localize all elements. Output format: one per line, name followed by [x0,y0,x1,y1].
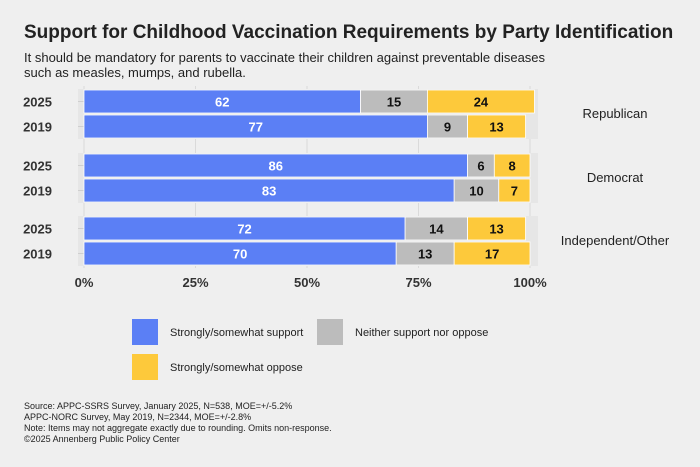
legend-label: Strongly/somewhat support [170,327,303,339]
chart-subtitle-line-2: such as measles, mumps, and rubella. [24,65,246,80]
bar-value-label: 17 [485,247,499,262]
bar-value-label: 13 [489,222,503,237]
bar-value-label: 77 [248,120,262,135]
x-tick-label: 100% [513,275,547,290]
bar-value-label: 8 [509,159,516,174]
row-year-label: 2025 [23,95,52,110]
legend: Strongly/somewhat support Neither support… [132,319,488,380]
bar-value-label: 9 [444,120,451,135]
bar-value-label: 83 [262,184,276,199]
legend-swatch [317,319,343,345]
chart-title: Support for Childhood Vaccination Requir… [24,22,673,43]
group-label: Democrat [587,170,644,185]
x-tick-label: 75% [405,275,431,290]
bar-value-label: 62 [215,95,229,110]
chart-subtitle-line-1: It should be mandatory for parents to va… [24,50,546,65]
bar-segment [467,216,526,241]
row-year-label: 2025 [23,222,52,237]
group-label: Independent/Other [561,233,670,248]
source-line-1: Source: APPC-SSRS Survey, January 2025, … [24,401,292,411]
row-year-label: 2019 [23,120,52,135]
bar-value-label: 70 [233,247,247,262]
bar-value-label: 6 [477,159,484,174]
bar-value-label: 15 [387,95,401,110]
bar-segment [453,241,531,266]
bar-segment [493,153,531,178]
bar-value-label: 7 [511,184,518,199]
bar-value-label: 10 [469,184,483,199]
x-tick-label: 50% [294,275,320,290]
group-label: Republican [582,106,647,121]
legend-label: Strongly/somewhat oppose [170,362,303,374]
source-line-3: Note: Items may not aggregate exactly du… [24,423,332,433]
bar-value-label: 24 [474,95,489,110]
bar-value-label: 14 [429,222,444,237]
copyright-line: ©2025 Annenberg Public Policy Center [24,434,180,444]
legend-swatch [132,319,158,345]
bar-segment [467,114,526,139]
row-year-label: 2019 [23,247,52,262]
row-year-label: 2019 [23,184,52,199]
legend-label: Neither support nor oppose [355,327,488,339]
row-year-label: 2025 [23,159,52,174]
source-line-2: APPC-NORC Survey, May 2019, N=2344, MOE=… [24,412,251,422]
legend-swatch [132,354,158,380]
x-tick-label: 0% [75,275,94,290]
bar-value-label: 86 [269,159,283,174]
bar-segment [427,89,535,114]
bar-value-label: 13 [418,247,432,262]
plot-area: 0% 25% 50% 75% 100% Republican 2025 62 15 24 2019 7… [23,86,670,290]
bar-value-label: 72 [237,222,251,237]
bar-segment [498,178,531,203]
x-tick-label: 25% [182,275,208,290]
bar-value-label: 13 [489,120,503,135]
